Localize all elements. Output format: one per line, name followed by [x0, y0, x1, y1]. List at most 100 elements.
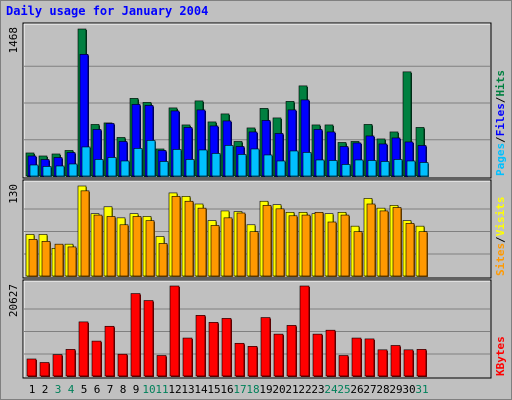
- axis-label-pages-files-hits: Pages/Files/Hits: [494, 70, 507, 176]
- bar-sites: [171, 196, 181, 277]
- chart-title: Daily usage for January 2004: [6, 4, 209, 18]
- bar-kbytes: [273, 333, 284, 377]
- bar-sites: [119, 224, 129, 277]
- bar-sites: [197, 207, 207, 277]
- x-tick-label: 10: [142, 383, 155, 396]
- bar-kbytes: [416, 349, 427, 377]
- bar-kbytes: [195, 315, 206, 377]
- bar-kbytes: [143, 300, 154, 377]
- bar-sites: [158, 243, 168, 277]
- bar-sites: [67, 246, 77, 277]
- bar-sites: [41, 241, 51, 277]
- axis-label-part: /: [494, 97, 507, 104]
- x-tick-label: 21: [285, 383, 298, 396]
- axis-label-part: Files: [494, 103, 507, 136]
- bar-pages: [55, 165, 65, 177]
- axis-label-part: /: [494, 136, 507, 143]
- bar-sites: [132, 216, 142, 277]
- bar-sites: [275, 208, 285, 277]
- bar-pages: [393, 159, 403, 177]
- bar-pages: [211, 153, 221, 177]
- axis-label-part: Hits: [494, 70, 507, 97]
- bar-kbytes: [299, 285, 310, 377]
- bar-sites: [314, 212, 324, 277]
- axis-label-part: Pages: [494, 143, 507, 176]
- bar-sites: [366, 203, 376, 277]
- bar-sites: [405, 223, 415, 277]
- bar-kbytes: [234, 342, 245, 377]
- bar-pages: [276, 160, 286, 177]
- bar-kbytes: [377, 349, 388, 377]
- x-tick-label: 27: [363, 383, 376, 396]
- x-tick-label: 4: [68, 383, 75, 396]
- bar-kbytes: [169, 285, 180, 377]
- axis-label-kbytes: KBytes: [494, 336, 507, 376]
- x-tick-label: 11: [155, 383, 168, 396]
- axis-label-part: KBytes: [494, 336, 507, 376]
- bar-pages: [224, 145, 234, 177]
- x-tick-label: 28: [376, 383, 389, 396]
- bar-pages: [29, 164, 39, 177]
- bar-sites: [249, 231, 259, 277]
- bar-pages: [120, 160, 130, 177]
- bar-pages: [380, 161, 390, 177]
- axis-label-part: /: [494, 236, 507, 243]
- bar-kbytes: [390, 345, 401, 377]
- bar-kbytes: [130, 293, 141, 377]
- bar-sites: [262, 205, 272, 277]
- x-tick-label: 22: [298, 383, 311, 396]
- bar-kbytes: [65, 349, 76, 377]
- bar-pages: [354, 159, 364, 177]
- x-tick-label: 8: [120, 383, 127, 396]
- x-tick-label: 13: [181, 383, 194, 396]
- bar-pages: [315, 159, 325, 177]
- bar-pages: [133, 148, 143, 177]
- x-tick-label: 29: [389, 383, 402, 396]
- axis-label-part: Visits: [494, 197, 507, 237]
- x-tick-label: 9: [133, 383, 140, 396]
- bar-kbytes: [247, 346, 258, 377]
- bar-sites: [210, 225, 220, 277]
- bar-kbytes: [338, 355, 349, 377]
- bar-pages: [198, 149, 208, 177]
- bar-sites: [340, 214, 350, 277]
- x-tick-label: 6: [94, 383, 101, 396]
- bar-sites: [392, 207, 402, 277]
- bar-pages: [68, 163, 78, 177]
- x-tick-label: 5: [81, 383, 88, 396]
- x-tick-label: 24: [324, 383, 338, 396]
- bar-sites: [418, 231, 428, 277]
- x-tick-label: 12: [168, 383, 181, 396]
- y-max-label: 130: [7, 184, 20, 204]
- x-tick-label: 2: [42, 383, 49, 396]
- bar-pages: [146, 140, 156, 177]
- bar-sites: [145, 220, 155, 277]
- x-tick-label: 16: [220, 383, 233, 396]
- x-tick-label: 3: [55, 383, 62, 396]
- bar-sites: [80, 190, 90, 277]
- bar-kbytes: [26, 358, 37, 377]
- bar-kbytes: [117, 353, 128, 377]
- bar-kbytes: [325, 329, 336, 377]
- bar-kbytes: [39, 362, 50, 377]
- bar-kbytes: [286, 325, 297, 377]
- x-tick-label: 25: [337, 383, 350, 396]
- bar-kbytes: [104, 325, 115, 377]
- x-tick-label: 15: [207, 383, 220, 396]
- bar-sites: [93, 214, 103, 277]
- bar-pages: [406, 160, 416, 177]
- bar-kbytes: [78, 321, 89, 377]
- bar-sites: [54, 243, 64, 277]
- bar-pages: [341, 164, 351, 177]
- bar-pages: [289, 150, 299, 177]
- bar-pages: [159, 161, 169, 177]
- x-tick-label: 1: [29, 383, 36, 396]
- x-tick-label: 17: [233, 383, 246, 396]
- bar-kbytes: [52, 354, 63, 377]
- x-tick-label: 23: [311, 383, 324, 396]
- bar-kbytes: [156, 355, 167, 377]
- x-tick-label: 26: [350, 383, 363, 396]
- bar-pages: [185, 159, 195, 177]
- bar-pages: [237, 154, 247, 177]
- x-tick-label: 18: [246, 383, 259, 396]
